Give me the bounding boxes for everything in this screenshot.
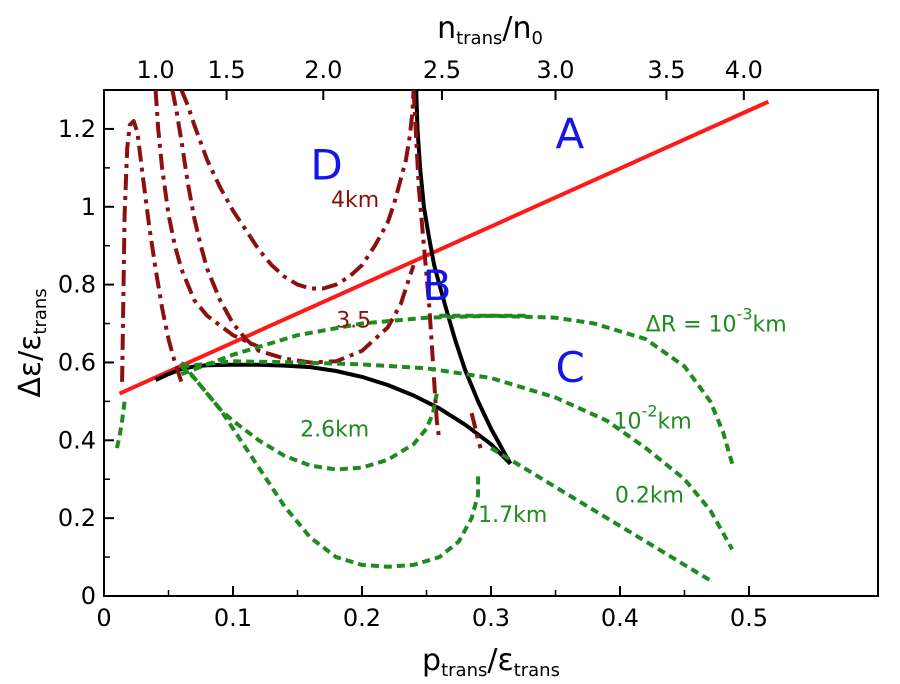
top-axis-title-sub: trans: [456, 28, 502, 49]
x-axis-title-main2: ε: [497, 643, 513, 678]
series-layer: [114, 90, 770, 583]
annotation-text: 1.7km: [478, 503, 547, 528]
annotation-text: ΔR = 10: [646, 312, 737, 337]
series-line-3: [120, 119, 184, 383]
series-line-5: [170, 90, 416, 365]
annotation-text: 2.6km: [300, 417, 369, 442]
curve-annotation: 0.2km: [615, 484, 684, 509]
y-tick-label: 0.6: [58, 348, 96, 376]
y-tick-label: 0: [81, 582, 96, 610]
curve-annotation: 10-2km: [614, 402, 692, 435]
series-line-10: [180, 313, 735, 465]
top-axis-title-main: n: [437, 11, 456, 46]
series-line-0: [118, 99, 770, 396]
top-tick-label: 3.0: [536, 56, 574, 84]
region-label-c: C: [556, 343, 585, 392]
top-axis-title-main2: n: [512, 11, 531, 46]
curve-annotation: 1.7km: [478, 503, 547, 528]
series-line-6: [179, 90, 416, 291]
series-line-11: [181, 359, 734, 551]
x-tick-label: 0: [96, 604, 111, 632]
annotation-text: 3.5: [336, 308, 371, 333]
series-line-7: [411, 90, 442, 441]
series-line-14: [489, 446, 712, 583]
y-tick-label: 1: [81, 193, 96, 221]
region-label-b: B: [423, 261, 452, 310]
curve-annotation: ΔR = 10-3km: [646, 304, 787, 337]
x-axis-title-sub: trans: [441, 660, 487, 681]
curve-annotation: 3.5: [336, 308, 371, 333]
y-tick-label: 0.2: [58, 504, 96, 532]
top-tick-label: 3.5: [647, 56, 685, 84]
top-tick-label: 2.0: [304, 56, 342, 84]
x-tick-label: 0.1: [214, 604, 252, 632]
series-line-8: [469, 412, 483, 449]
region-label-a: A: [556, 109, 585, 158]
x-tick-label: 0.2: [343, 604, 381, 632]
x-axis-title: ptrans/εtrans: [422, 643, 560, 681]
y-axis-title-main2: ε: [13, 335, 48, 351]
y-axis-title-main: Δε: [13, 361, 48, 398]
top-tick-label: 4.0: [725, 56, 763, 84]
annotation-unit: km: [658, 410, 692, 435]
top-axis-title-sub2: 0: [531, 28, 542, 49]
top-tick-label: 1.0: [137, 56, 175, 84]
series-line-13: [179, 361, 481, 569]
y-tick-label: 0.4: [58, 426, 96, 454]
series-line-12: [180, 364, 439, 472]
x-axis-title-main: p: [422, 643, 441, 678]
series-line-4: [153, 90, 260, 349]
top-tick-label: 2.5: [423, 56, 461, 84]
annotation-text: 10: [614, 410, 642, 435]
y-tick-label: 1.2: [58, 115, 96, 143]
annotation-exponent: -3: [737, 304, 753, 323]
series-line-9: [114, 401, 127, 449]
x-tick-label: 0.3: [472, 604, 510, 632]
y-axis-title: Δε/εtrans: [13, 288, 51, 397]
series-line-1: [414, 90, 513, 465]
x-tick-label: 0.5: [730, 604, 768, 632]
region-label-d: D: [310, 141, 342, 190]
top-axis-title-sep: /: [502, 11, 513, 46]
x-axis-title-sub2: trans: [514, 660, 560, 681]
annotation-text: 0.2km: [615, 484, 684, 509]
annotation-unit: km: [753, 312, 787, 337]
series-line-2: [154, 362, 512, 466]
ticks-layer: 0 0.1 0.2 0.3 0.4 0.5 0 0.2 0.4 0.6 0.8 1 1.2 1.0 1.5 2…: [58, 56, 768, 632]
top-tick-label: 1.5: [207, 56, 245, 84]
y-axis-title-sub2: trans: [30, 288, 51, 334]
curve-annotation: 2.6km: [300, 417, 369, 442]
annotation-exponent: -2: [642, 402, 658, 421]
y-tick-label: 0.8: [58, 271, 96, 299]
x-tick-label: 0.4: [601, 604, 639, 632]
y-axis-title-sep: /: [13, 350, 48, 361]
annotation-text: 4km: [331, 188, 379, 213]
curve-annotation: 4km: [331, 188, 379, 213]
x-axis-title-sep: /: [487, 643, 498, 678]
top-axis-title: ntrans/n0: [437, 11, 543, 49]
